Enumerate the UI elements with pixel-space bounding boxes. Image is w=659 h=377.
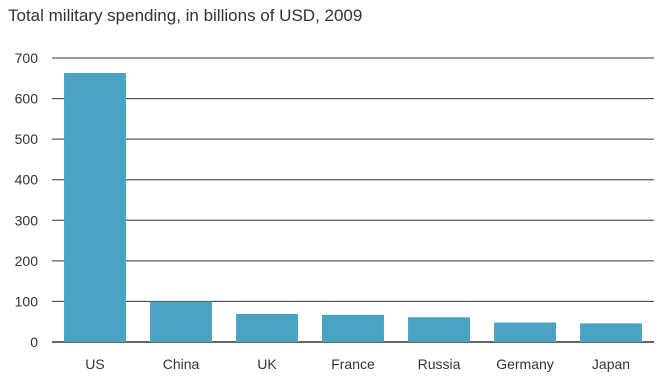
x-tick-label: Russia xyxy=(418,356,461,372)
y-tick-label: 0 xyxy=(30,334,38,350)
y-tick-label: 100 xyxy=(15,293,39,309)
bar-germany xyxy=(494,322,556,342)
x-tick-label: US xyxy=(85,356,104,372)
y-tick-label: 500 xyxy=(15,131,39,147)
bar-russia xyxy=(408,317,470,342)
bar-china xyxy=(150,301,212,342)
bar-france xyxy=(322,314,384,342)
x-tick-label: Japan xyxy=(592,356,630,372)
y-tick-label: 600 xyxy=(15,91,39,107)
x-tick-label: UK xyxy=(257,356,277,372)
x-axis-tick-labels: US China UK France Russia Germany Japan xyxy=(85,356,630,372)
y-tick-label: 400 xyxy=(15,172,39,188)
y-tick-label: 300 xyxy=(15,212,39,228)
x-tick-label: China xyxy=(163,356,200,372)
y-axis-tick-labels: 0 100 200 300 400 500 600 700 xyxy=(15,50,39,350)
x-tick-label: France xyxy=(331,356,375,372)
x-tick-label: Germany xyxy=(496,356,554,372)
y-tick-label: 200 xyxy=(15,253,39,269)
bar-uk xyxy=(236,314,298,342)
bar-japan xyxy=(580,323,642,342)
chart-title: Total military spending, in billions of … xyxy=(8,6,363,25)
bar-us xyxy=(64,73,126,343)
bars xyxy=(64,73,642,343)
gridlines xyxy=(52,57,654,343)
y-tick-label: 700 xyxy=(15,50,39,66)
